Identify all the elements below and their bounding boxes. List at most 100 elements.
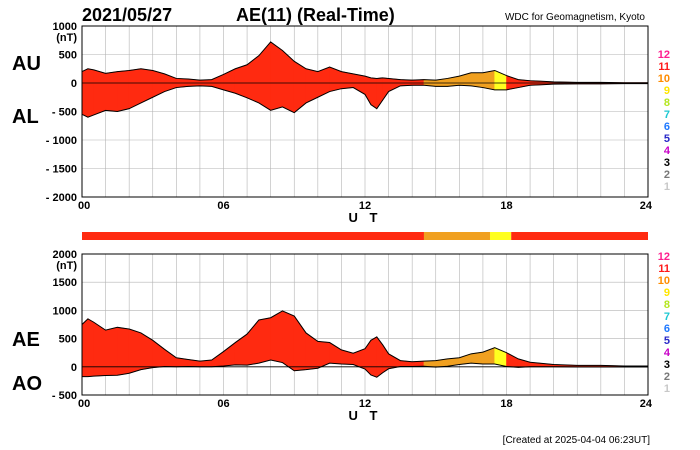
x-tick-label: 00 — [78, 200, 90, 212]
legend-item-11: 11 — [658, 61, 670, 73]
envelope-segment — [164, 348, 177, 368]
legend-item-9: 9 — [664, 287, 670, 299]
envelope-segment — [223, 68, 236, 94]
x-axis-label: U T — [349, 210, 382, 225]
plot-frame — [81, 253, 649, 396]
envelope-segment — [341, 71, 354, 90]
envelope-segment — [270, 310, 283, 363]
created-timestamp: [Created at 2025-04-04 06:23UT] — [503, 435, 651, 446]
au-al-panel: 1000 500 0 - 500 - 1000 - 1500 - 2000 (nT) 00 06 1… — [12, 21, 653, 225]
x-tick-label: 12 — [359, 200, 371, 212]
date-label: 2021/05/27 — [82, 5, 172, 25]
source-label: WDC for Geomagnetism, Kyoto — [505, 12, 645, 23]
envelope-segment — [370, 336, 378, 378]
station-bar-segment — [82, 232, 424, 240]
legend-item-12: 12 — [658, 251, 670, 263]
grid-lines — [82, 254, 648, 395]
envelope-segment — [258, 317, 271, 364]
side-label-ao: AO — [12, 373, 42, 395]
envelope-segment — [117, 326, 130, 376]
envelope-segment — [152, 70, 165, 98]
series-line-al — [81, 83, 648, 118]
envelope-segment — [482, 70, 496, 91]
y-tick-label: 1500 — [53, 277, 77, 289]
legend-item-3: 3 — [664, 359, 670, 371]
legend-item-10: 10 — [658, 73, 670, 85]
envelope-segment — [81, 318, 89, 377]
legend-item-1: 1 — [664, 181, 670, 193]
envelope-segment — [506, 352, 519, 368]
legend-item-9: 9 — [664, 85, 670, 97]
y-axis-label: (nT) — [56, 260, 77, 272]
x-tick-label: 06 — [217, 398, 229, 410]
envelope-segment — [128, 68, 142, 110]
station-count-bar — [82, 232, 648, 240]
series-line-au — [81, 41, 648, 84]
legend-item-5: 5 — [664, 335, 670, 347]
legend-item-12: 12 — [658, 49, 670, 61]
envelope-segment — [87, 318, 95, 378]
y-tick-label: - 1500 — [46, 164, 77, 176]
x-tick-label: 24 — [640, 200, 653, 212]
x-tick-label: 24 — [640, 398, 653, 410]
side-label-ae: AE — [12, 329, 40, 351]
x-tick-label: 18 — [500, 398, 512, 410]
x-tick-label: 18 — [500, 200, 512, 212]
side-label-al: AL — [12, 106, 39, 128]
envelope-segment — [93, 321, 106, 377]
y-tick-label: - 500 — [52, 107, 77, 119]
station-bar-segment — [489, 232, 512, 240]
envelope-segment — [470, 72, 484, 88]
envelope-segment — [81, 68, 89, 118]
y-axis-label: (nT) — [56, 32, 77, 44]
y-tick-label: - 1000 — [46, 135, 77, 147]
legend-item-4: 4 — [664, 347, 671, 359]
envelope-segment — [382, 77, 389, 102]
x-tick-label: 06 — [217, 200, 229, 212]
legend-item-8: 8 — [664, 97, 670, 109]
y-tick-label: 0 — [71, 362, 77, 374]
envelope-segment — [87, 68, 95, 118]
envelope-segment — [282, 310, 295, 372]
series-line-ae — [81, 310, 648, 367]
legend-item-8: 8 — [664, 299, 670, 311]
ae-ao-panel: 2000 1500 1000 500 0 - 500 (nT) 00 06 12 18 24 U T AE… — [12, 249, 653, 423]
legend-item-6: 6 — [664, 323, 670, 335]
envelope-segment — [370, 77, 378, 110]
y-tick-label: 500 — [59, 50, 77, 62]
envelope-segment — [270, 41, 283, 111]
envelope-segment — [93, 69, 106, 116]
y-tick-label: - 500 — [52, 390, 77, 402]
legend-item-2: 2 — [664, 371, 670, 383]
legend-item-11: 11 — [658, 263, 670, 275]
y-tick-label: 500 — [59, 334, 77, 346]
station-bar-segment — [423, 232, 490, 240]
station-bar-segment — [511, 232, 648, 240]
legend-item-7: 7 — [664, 109, 670, 121]
envelope-segment — [388, 78, 401, 93]
x-axis-label: U T — [349, 408, 382, 423]
envelope-segment — [246, 55, 260, 104]
y-tick-label: 0 — [71, 78, 77, 90]
legend-item-7: 7 — [664, 311, 670, 323]
legend-item-10: 10 — [658, 275, 670, 287]
y-tick-label: - 2000 — [46, 192, 77, 204]
y-tick-label: 2000 — [53, 249, 77, 261]
envelope-segment — [258, 41, 271, 111]
chart-title: AE(11) (Real-Time) — [236, 5, 395, 25]
x-tick-label: 12 — [359, 398, 371, 410]
legend-item-6: 6 — [664, 121, 670, 133]
legend-item-5: 5 — [664, 133, 670, 145]
legend-item-3: 3 — [664, 157, 670, 169]
x-tick-label: 00 — [78, 398, 90, 410]
envelope-segment — [234, 64, 248, 99]
legend-item-2: 2 — [664, 169, 670, 181]
side-label-au: AU — [12, 53, 41, 75]
envelope-segment — [117, 70, 130, 112]
envelope-segment — [352, 348, 366, 370]
plot-frame — [81, 25, 649, 198]
y-tick-label: 1000 — [53, 305, 77, 317]
